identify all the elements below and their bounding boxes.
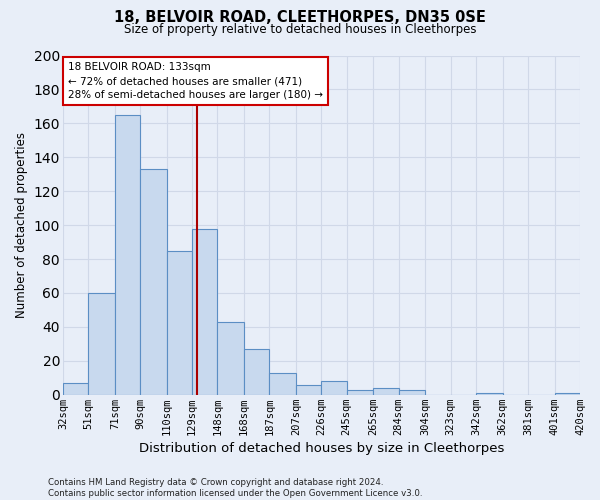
Y-axis label: Number of detached properties: Number of detached properties xyxy=(15,132,28,318)
Bar xyxy=(322,381,347,395)
Bar xyxy=(476,393,503,395)
Text: Size of property relative to detached houses in Cleethorpes: Size of property relative to detached ho… xyxy=(124,22,476,36)
Bar xyxy=(244,349,269,395)
Text: 18, BELVOIR ROAD, CLEETHORPES, DN35 0SE: 18, BELVOIR ROAD, CLEETHORPES, DN35 0SE xyxy=(114,10,486,25)
Text: Contains HM Land Registry data © Crown copyright and database right 2024.
Contai: Contains HM Land Registry data © Crown c… xyxy=(48,478,422,498)
X-axis label: Distribution of detached houses by size in Cleethorpes: Distribution of detached houses by size … xyxy=(139,442,504,455)
Bar xyxy=(63,383,88,395)
Bar xyxy=(217,322,244,395)
Text: 18 BELVOIR ROAD: 133sqm
← 72% of detached houses are smaller (471)
28% of semi-d: 18 BELVOIR ROAD: 133sqm ← 72% of detache… xyxy=(68,62,323,100)
Bar xyxy=(399,390,425,395)
Bar xyxy=(373,388,399,395)
Bar xyxy=(192,228,217,395)
Bar xyxy=(296,384,322,395)
Bar xyxy=(88,293,115,395)
Bar xyxy=(115,115,140,395)
Bar xyxy=(140,169,167,395)
Bar xyxy=(167,250,192,395)
Bar xyxy=(554,393,580,395)
Bar xyxy=(269,372,296,395)
Bar xyxy=(347,390,373,395)
